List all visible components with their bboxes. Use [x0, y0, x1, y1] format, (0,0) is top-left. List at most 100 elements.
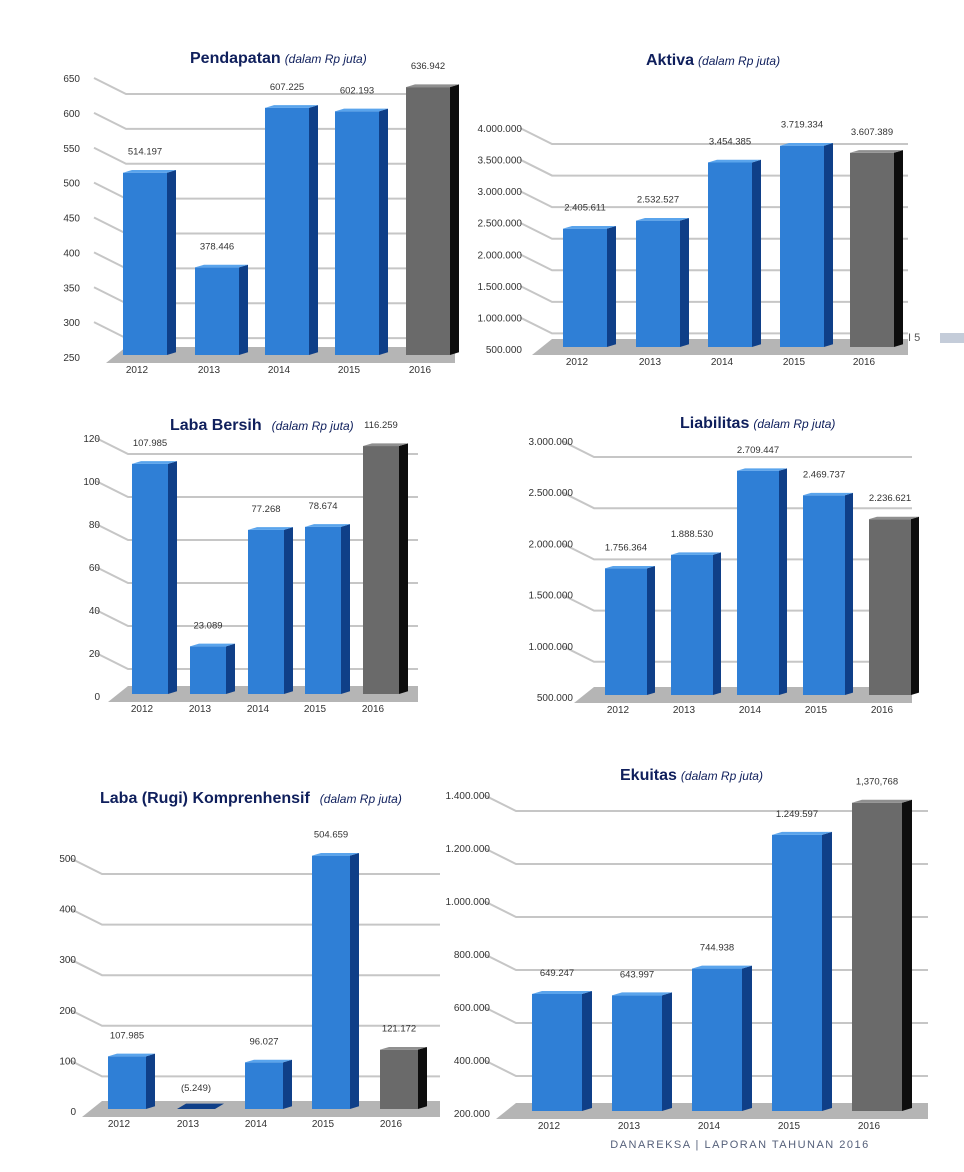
ekuitas-bar-side [902, 799, 912, 1111]
ekuitas-bar-top [612, 992, 672, 996]
laba-komprehensif-y-tick-label: 300 [59, 955, 76, 966]
laba-komprehensif-title: Laba (Rugi) Komprenhensif (dalam Rp juta) [100, 790, 402, 808]
liabilitas-bar-top [671, 552, 721, 555]
ekuitas-x-tick-label: 2013 [618, 1121, 641, 1132]
aktiva-bar [563, 228, 607, 347]
laba-komprehensif-bar-top [380, 1046, 427, 1050]
pendapatan-bar-top [195, 264, 248, 268]
aktiva-y-tick-label: 2.500.000 [478, 219, 523, 230]
laba-komprehensif-y-tick-label: 400 [59, 905, 76, 916]
ekuitas-bar [852, 802, 902, 1111]
laba-bersih-gridline [95, 480, 418, 498]
liabilitas-bar-side [713, 552, 721, 695]
laba-komprehensif-x-tick-label: 2014 [245, 1119, 268, 1130]
laba-bersih-bar-top [248, 527, 293, 530]
laba-komprehensif-gridline [69, 907, 440, 926]
aktiva-bar [708, 162, 752, 347]
ekuitas-y-tick-label: 800.000 [454, 950, 491, 961]
pendapatan-value-label: 378.446 [200, 241, 234, 252]
laba-bersih-bar-top [305, 524, 350, 527]
pendapatan-y-tick-label: 450 [63, 214, 80, 225]
laba-bersih-title: Laba Bersih (dalam Rp juta) [170, 417, 354, 435]
laba-bersih-y-tick-label: 120 [83, 434, 100, 445]
laba-komprehensif-bar-top [245, 1059, 292, 1063]
liabilitas-y-tick-label: 2.500.000 [529, 488, 574, 499]
pendapatan-y-tick-label: 550 [63, 144, 80, 155]
laba-komprehensif-bar [108, 1056, 146, 1109]
laba-komprehensif-title-text: Laba (Rugi) Komprenhensif [100, 790, 310, 807]
laba-bersih-unit: (dalam Rp juta) [271, 419, 354, 433]
ekuitas-bar-top [532, 990, 592, 994]
page-tab-marker [940, 333, 964, 343]
laba-komprehensif-bar-side [418, 1046, 427, 1109]
pendapatan-x-tick-label: 2012 [126, 365, 149, 376]
laba-komprehensif-bar [245, 1062, 283, 1109]
laba-bersih-gridline [95, 437, 418, 455]
pendapatan-value-label: 636.942 [411, 61, 445, 72]
laba-bersih-bar [190, 646, 226, 694]
liabilitas-chart: 500.000 1.000.000 1.500.000 2.000.000 2.500.… [529, 437, 919, 716]
aktiva-bar-side [824, 143, 833, 347]
liabilitas-title: Liabilitas (dalam Rp juta) [680, 415, 835, 433]
aktiva-bar-top [780, 143, 833, 146]
ekuitas-value-label: 1,370,768 [856, 777, 898, 788]
ekuitas-y-tick-label: 1.400.000 [446, 791, 491, 802]
laba-komprehensif-gridline [69, 857, 440, 875]
laba-komprehensif-y-tick-label: 100 [59, 1056, 76, 1067]
liabilitas-y-tick-label: 1.000.000 [529, 642, 574, 653]
laba-bersih-value-label: 23.089 [193, 620, 222, 631]
pendapatan-bar-top [123, 170, 176, 173]
liabilitas-bar [605, 568, 647, 695]
ekuitas-y-tick-label: 400.000 [454, 1056, 491, 1067]
liabilitas-y-tick-label: 1.500.000 [529, 591, 574, 602]
laba-bersih-x-tick-label: 2015 [304, 704, 327, 715]
laba-komprehensif-value-label: 107.985 [110, 1030, 144, 1041]
pendapatan-bar-side [167, 170, 176, 355]
pendapatan-bar-side [379, 108, 388, 355]
page-number: I 5 [908, 332, 921, 344]
laba-bersih-bar-side [399, 443, 408, 694]
laba-bersih-bar-side [284, 527, 293, 694]
aktiva-value-label: 3.719.334 [781, 120, 823, 131]
liabilitas-bar-top [737, 468, 787, 471]
laba-komprehensif-bar-side [350, 852, 359, 1109]
aktiva-value-label: 2.405.611 [564, 203, 606, 214]
pendapatan-unit: (dalam Rp juta) [284, 52, 367, 66]
aktiva-bar-top [850, 150, 903, 153]
pendapatan-bar [123, 172, 167, 355]
ekuitas-y-tick-label: 1.000.000 [446, 897, 491, 908]
laba-komprehensif-y-tick-label: 500 [59, 854, 76, 865]
liabilitas-value-label: 2.469.737 [803, 469, 845, 480]
aktiva-x-tick-label: 2014 [711, 357, 734, 368]
aktiva-x-tick-label: 2016 [853, 357, 876, 368]
laba-bersih-x-tick-label: 2014 [247, 704, 270, 715]
pendapatan-y-tick-label: 500 [63, 179, 80, 190]
laba-bersih-value-label: 107.985 [133, 438, 167, 449]
aktiva-title-text: Aktiva [646, 52, 695, 69]
laba-bersih-value-label: 77.268 [251, 504, 280, 515]
laba-komprehensif-bar [177, 1103, 224, 1109]
liabilitas-x-tick-label: 2014 [739, 705, 762, 716]
aktiva-y-tick-label: 4.000.000 [478, 124, 523, 135]
ekuitas-x-tick-label: 2012 [538, 1121, 561, 1132]
pendapatan-bar [265, 107, 309, 355]
aktiva-bar [780, 145, 824, 347]
pendapatan-bar-side [239, 264, 248, 355]
liabilitas-value-label: 1.888.530 [671, 529, 713, 540]
aktiva-bar-top [563, 225, 616, 229]
pendapatan-bar [195, 267, 239, 355]
laba-bersih-x-tick-label: 2012 [131, 704, 154, 715]
laba-bersih-x-tick-label: 2013 [189, 704, 212, 715]
laba-bersih-bar [132, 463, 168, 694]
pendapatan-y-tick-label: 600 [63, 109, 80, 120]
ekuitas-value-label: 1.249.597 [776, 809, 818, 820]
aktiva-bar-side [607, 225, 616, 347]
pendapatan-y-tick-label: 350 [63, 283, 80, 294]
liabilitas-bar [671, 554, 713, 695]
aktiva-y-tick-label: 500.000 [486, 345, 523, 356]
liabilitas-y-tick-label: 500.000 [537, 693, 574, 704]
laba-bersih-bar [305, 526, 341, 694]
liabilitas-value-label: 1.756.364 [605, 542, 647, 553]
laba-bersih-y-tick-label: 20 [89, 649, 101, 660]
